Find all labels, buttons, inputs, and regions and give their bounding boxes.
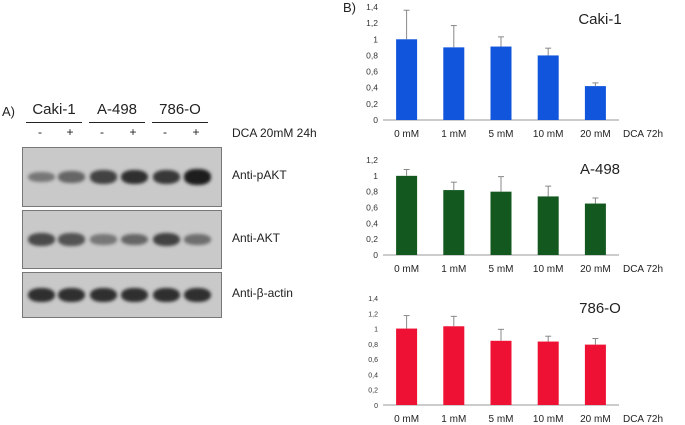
blot-strip xyxy=(22,210,222,269)
chart-title: Caki-1 xyxy=(578,11,621,28)
blot-band xyxy=(57,287,85,303)
chart-title: 786-O xyxy=(579,300,621,317)
treatment-sign: - xyxy=(100,125,104,139)
y-tick-label: 1 xyxy=(374,327,378,334)
y-tick-label: 0,8 xyxy=(366,187,378,197)
y-tick-label: 0,2 xyxy=(366,99,378,109)
blot-band xyxy=(89,234,117,245)
blot-band xyxy=(183,169,211,185)
bar xyxy=(537,341,559,405)
blot-band xyxy=(152,170,180,184)
x-tick-label: 0 mM xyxy=(394,129,419,140)
panel-a-label: A) xyxy=(2,104,15,119)
blot-strip xyxy=(22,147,222,207)
cell-line-underline xyxy=(89,122,145,123)
y-tick-label: 1,2 xyxy=(366,155,378,165)
bar xyxy=(396,328,418,405)
x-axis-label: DCA 72h xyxy=(623,264,663,275)
chart-title: A-498 xyxy=(580,161,620,178)
bar xyxy=(443,190,465,255)
bar xyxy=(490,46,512,120)
y-tick-label: 1 xyxy=(373,171,378,181)
x-tick-label: 20 mM xyxy=(580,264,611,275)
treatment-sign: - xyxy=(163,125,167,139)
x-tick-label: 10 mM xyxy=(533,414,564,425)
treatment-label: DCA 20mM 24h xyxy=(232,126,317,140)
y-tick-label: 0 xyxy=(373,250,378,260)
blot-band xyxy=(152,287,180,303)
x-tick-label: 20 mM xyxy=(580,414,611,425)
blot-band xyxy=(183,287,211,303)
bar xyxy=(584,86,606,120)
x-tick-label: 20 mM xyxy=(580,129,611,140)
x-tick-label: 0 mM xyxy=(394,264,419,275)
blot-band xyxy=(89,287,117,303)
blot-label: Anti-pAKT xyxy=(232,168,287,182)
blot-band xyxy=(27,171,55,183)
bar xyxy=(537,55,559,120)
y-tick-label: 0,2 xyxy=(368,388,378,395)
y-tick-label: 1 xyxy=(373,34,378,44)
y-tick-label: 0,8 xyxy=(368,342,378,349)
y-tick-label: 1,2 xyxy=(368,311,378,318)
y-tick-label: 1,4 xyxy=(368,296,378,303)
y-tick-label: 0,2 xyxy=(366,234,378,244)
y-tick-label: 0 xyxy=(374,403,378,410)
blot-label: Anti-AKT xyxy=(232,230,281,245)
cell-line-label: Caki-1 xyxy=(32,101,76,118)
y-tick-label: 0,4 xyxy=(368,372,378,379)
panel-b-label: B) xyxy=(343,0,356,15)
treatment-sign: - xyxy=(38,125,42,139)
x-tick-label: 1 mM xyxy=(441,129,466,140)
bar-charts: 00,20,40,60,811,21,40 mM 1 mM 5 mM 10 mM 20 … xyxy=(366,2,663,425)
bar xyxy=(490,340,512,405)
bar xyxy=(490,191,512,255)
y-tick-label: 0,6 xyxy=(366,67,378,77)
y-tick-label: 0,8 xyxy=(366,50,378,60)
y-tick-label: 0,4 xyxy=(366,83,378,93)
blot-band xyxy=(120,287,148,303)
x-axis-label: DCA 72h xyxy=(623,414,663,425)
bar xyxy=(537,196,559,255)
bar xyxy=(443,326,465,405)
x-tick-label: 5 mM xyxy=(489,414,514,425)
cell-line-underline xyxy=(152,122,208,123)
y-tick-label: 1,4 xyxy=(366,2,378,12)
bar xyxy=(584,203,606,255)
y-tick-label: 0 xyxy=(373,115,378,125)
x-axis-label: DCA 72h xyxy=(623,129,663,140)
cell-line-label: 786-O xyxy=(159,101,201,118)
x-tick-label: 10 mM xyxy=(533,264,564,275)
cell-line-label: A-498 xyxy=(96,101,138,118)
treatment-sign: + xyxy=(66,125,74,139)
x-tick-label: 10 mM xyxy=(533,129,564,140)
x-tick-label: 5 mM xyxy=(489,264,514,275)
blot-band xyxy=(57,233,85,246)
blot-band xyxy=(120,169,148,185)
blot-band xyxy=(27,287,55,303)
blot-label: Anti-β-actin xyxy=(232,286,293,300)
blot-band xyxy=(89,170,117,184)
bar xyxy=(396,39,418,120)
y-tick-label: 1,2 xyxy=(366,18,378,28)
y-tick-label: 0,6 xyxy=(368,357,378,364)
treatment-sign: + xyxy=(192,125,200,139)
x-tick-label: 1 mM xyxy=(441,414,466,425)
blot-band xyxy=(152,232,180,247)
blot-strip xyxy=(22,272,222,318)
x-tick-label: 5 mM xyxy=(489,129,514,140)
y-tick-label: 0,4 xyxy=(366,218,378,228)
bar xyxy=(584,344,606,405)
blot-band xyxy=(183,234,211,245)
bar xyxy=(443,47,465,120)
treatment-sign: + xyxy=(129,125,137,139)
y-tick-label: 0,6 xyxy=(366,203,378,213)
cell-line-underline xyxy=(26,122,82,123)
blot-band xyxy=(27,233,55,246)
blot-band xyxy=(57,171,85,183)
blot-band xyxy=(120,233,148,246)
x-tick-label: 1 mM xyxy=(441,264,466,275)
x-tick-label: 0 mM xyxy=(394,414,419,425)
bar xyxy=(396,175,418,255)
